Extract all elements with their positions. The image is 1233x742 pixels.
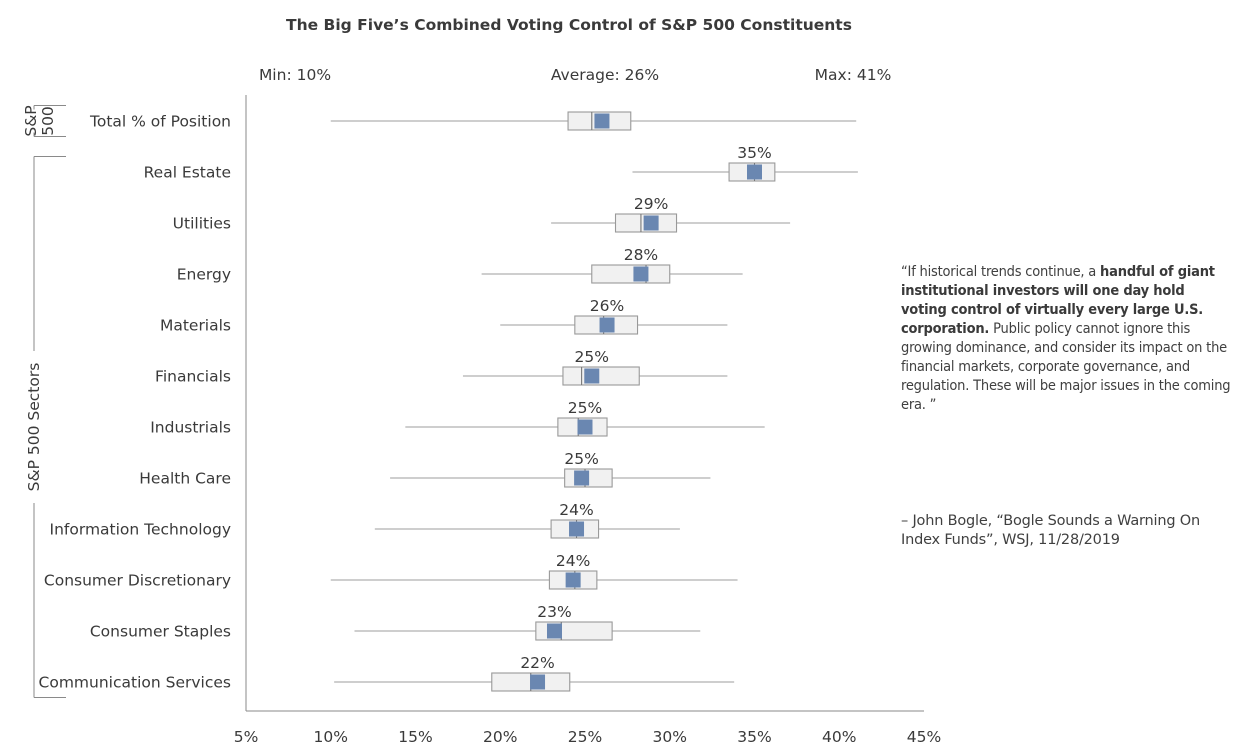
quote-attribution: – John Bogle, “Bogle Sounds a Warning On…	[901, 513, 1200, 548]
x-tick-label: 15%	[398, 728, 432, 742]
plot-area: 35% 29% 28% 26% 25% 25% 25% 24% 24% 23% 22%	[330, 111, 858, 692]
mean-data-label: 24%	[559, 501, 593, 519]
category-label: Health Care	[139, 470, 231, 488]
category-label: Real Estate	[144, 164, 231, 182]
mean-marker	[747, 164, 762, 180]
iqr-box	[562, 366, 640, 386]
x-axis: 5% 10% 15% 20% 25% 30% 35% 40% 45%	[234, 95, 941, 742]
mean-marker	[574, 470, 590, 486]
mean-data-label: 25%	[568, 399, 602, 417]
iqr-box	[591, 264, 671, 284]
mean-marker	[643, 215, 659, 231]
mean-data-label: 23%	[537, 603, 571, 621]
mean-data-label: 28%	[624, 246, 658, 264]
group-label-sectors: S&P 500 Sectors	[25, 363, 43, 492]
mean-data-label: 22%	[520, 654, 554, 672]
mean-data-label: 25%	[564, 450, 598, 468]
mean-marker	[569, 521, 585, 537]
quote-rest: Public policy cannot ignore this growing…	[901, 321, 1231, 413]
x-tick-label: 30%	[653, 728, 687, 742]
category-label: Utilities	[173, 215, 231, 233]
group-brackets: S&P500 S&P 500 Sectors	[22, 105, 66, 698]
category-label: Consumer Staples	[90, 623, 231, 641]
category-label: Industrials	[150, 419, 231, 437]
mean-data-label: 26%	[590, 297, 624, 315]
x-tick-label: 5%	[234, 728, 259, 742]
category-label: Information Technology	[50, 521, 231, 539]
quote-bold: handful of giant institutional investors…	[901, 264, 1215, 337]
average-label: Average: 26%	[551, 66, 659, 84]
mean-marker	[599, 317, 615, 333]
mean-data-label: 25%	[575, 348, 609, 366]
mean-data-label: 24%	[556, 552, 590, 570]
min-label: Min: 10%	[259, 66, 331, 84]
mean-marker	[594, 113, 610, 129]
mean-marker	[577, 419, 593, 435]
mean-marker	[565, 572, 581, 588]
mean-marker	[546, 623, 562, 639]
category-label: Financials	[155, 368, 231, 386]
mean-data-label: 29%	[634, 195, 668, 213]
group-label-sp500: S&P500	[22, 105, 57, 136]
mean-marker	[530, 674, 546, 690]
mean-marker	[633, 266, 649, 282]
x-tick-label: 20%	[483, 728, 517, 742]
x-tick-label: 40%	[822, 728, 856, 742]
category-labels: Total % of Position Real Estate Utilities E…	[39, 113, 231, 692]
category-label: Communication Services	[39, 674, 231, 692]
category-label: Total % of Position	[89, 113, 231, 131]
mean-data-label: 35%	[737, 144, 771, 162]
quote-open: “If historical trends continue, a	[901, 264, 1101, 280]
x-tick-label: 35%	[737, 728, 771, 742]
max-label: Max: 41%	[815, 66, 892, 84]
x-tick-label: 45%	[907, 728, 941, 742]
x-tick-label: 10%	[314, 728, 348, 742]
category-label: Energy	[177, 266, 231, 284]
x-tick-label: 25%	[568, 728, 602, 742]
category-label: Consumer Discretionary	[44, 572, 231, 590]
mean-marker	[584, 368, 600, 384]
chart-title: The Big Five’s Combined Voting Control o…	[286, 16, 852, 34]
quote-text: “If historical trends continue, a handfu…	[901, 263, 1231, 415]
category-label: Materials	[160, 317, 231, 335]
